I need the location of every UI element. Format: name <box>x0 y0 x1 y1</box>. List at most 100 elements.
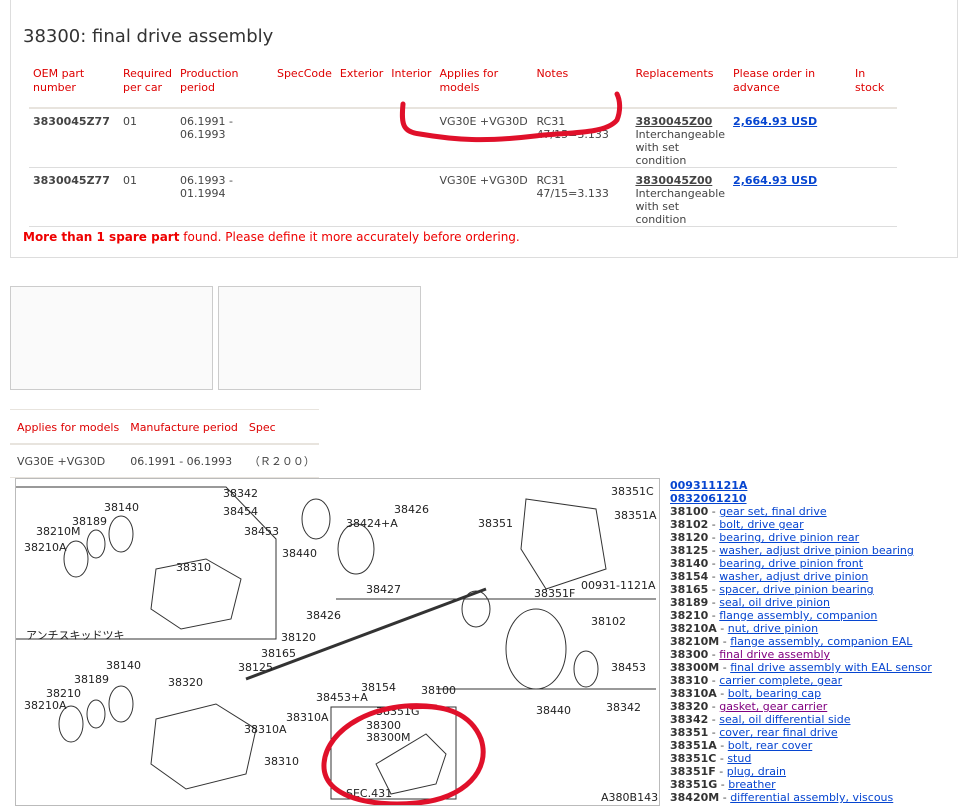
list-item: 38300M - final drive assembly with EAL s… <box>670 661 932 674</box>
part-link[interactable]: final drive assembly <box>719 648 831 661</box>
part-link[interactable]: 0832061210 <box>670 492 747 505</box>
callout-label[interactable]: 38453 <box>611 661 646 674</box>
callout-label[interactable]: 38310A <box>286 711 329 724</box>
part-link[interactable]: bolt, rear cover <box>727 739 813 752</box>
callout-label[interactable]: A380B143 <box>601 791 659 804</box>
part-link[interactable]: spacer, drive pinion bearing <box>719 583 874 596</box>
callout-label[interactable]: 38154 <box>361 681 396 694</box>
part-link[interactable]: gasket, gear carrier <box>719 700 828 713</box>
callout-label[interactable]: 38100 <box>421 684 456 697</box>
callout-label[interactable]: 38424+A <box>346 517 398 530</box>
list-item: 38189 - seal, oil drive pinion <box>670 596 830 609</box>
part-link[interactable]: final drive assembly with EAL sensor <box>730 661 932 674</box>
price-link[interactable]: 2,664.93 USD <box>733 174 818 187</box>
callout-label[interactable]: 38210A <box>24 699 67 712</box>
cell-oem: 3830045Z77 <box>29 108 119 168</box>
part-link[interactable]: plug, drain <box>726 765 787 778</box>
callout-label[interactable]: 38454 <box>223 505 258 518</box>
part-link[interactable]: breather <box>728 778 776 791</box>
callout-label[interactable]: 38453 <box>244 525 279 538</box>
part-link[interactable]: flange assembly, companion <box>719 609 878 622</box>
callout-label[interactable]: 38342 <box>223 487 258 500</box>
part-link[interactable]: washer, adjust drive pinion <box>719 570 869 583</box>
part-link[interactable]: bolt, drive gear <box>719 518 804 531</box>
callout-label[interactable]: 38351G <box>376 705 420 718</box>
parts-list: 009311121A 0832061210 38100 - gear set, fi… <box>670 479 932 804</box>
part-link[interactable]: differential assembly, viscous <box>730 791 894 804</box>
callout-label[interactable]: 38310 <box>176 561 211 574</box>
part-link[interactable]: flange assembly, companion EAL <box>730 635 913 648</box>
warning-text: found. Please define it more accurately … <box>179 230 520 244</box>
callout-label[interactable]: 38300M <box>366 731 411 744</box>
diagram-thumbnail-1[interactable] <box>10 286 213 390</box>
callout-label[interactable]: 38102 <box>591 615 626 628</box>
part-link[interactable]: seal, oil drive pinion <box>719 596 830 609</box>
cell-replacement: 3830045Z00 Interchangeable with set condi… <box>631 108 730 168</box>
cell-interior <box>387 167 436 227</box>
part-code: 38140 <box>670 557 709 570</box>
part-link[interactable]: stud <box>727 752 752 765</box>
callout-label[interactable]: 38310A <box>244 723 287 736</box>
callout-label[interactable]: 38189 <box>72 515 107 528</box>
column-header: In stock <box>851 64 898 109</box>
part-code: 38125 <box>670 544 709 557</box>
callout-label[interactable]: 38210 <box>46 687 81 700</box>
cell-period: 06.1991 - 06.1993 <box>175 108 273 168</box>
callout-label[interactable]: 38426 <box>394 503 429 516</box>
part-link[interactable]: bolt, bearing cap <box>727 687 822 700</box>
replacement-link[interactable]: 3830045Z00 <box>635 174 713 187</box>
list-item: 38210A - nut, drive pinion <box>670 622 819 635</box>
callout-label[interactable]: 38320 <box>168 676 203 689</box>
part-link[interactable]: cover, rear final drive <box>719 726 838 739</box>
list-item: 38100 - gear set, final drive <box>670 505 827 518</box>
callout-label[interactable]: 38351F <box>534 587 576 600</box>
callout-label[interactable]: 38165 <box>261 647 296 660</box>
callout-label[interactable]: 38351C <box>611 485 654 498</box>
cell-price: 2,664.93 USD <box>729 167 852 227</box>
part-link[interactable]: nut, drive pinion <box>727 622 819 635</box>
cell-oem: 3830045Z77 <box>29 167 119 227</box>
callout-label[interactable]: アンチスキッドツキ <box>26 629 125 642</box>
spec-cell: 06.1991 - 06.1993 <box>123 444 242 478</box>
callout-label[interactable]: 38351 <box>478 517 513 530</box>
replacement-link[interactable]: 3830045Z00 <box>635 115 713 128</box>
parts-diagram[interactable]: 38342 38454 38453 38440 38140 38189 38210M 3821… <box>15 478 660 806</box>
price-link[interactable]: 2,664.93 USD <box>733 115 818 128</box>
column-header: Production period <box>175 64 273 109</box>
part-link[interactable]: 009311121A <box>670 479 748 492</box>
callout-label[interactable]: SEC.431 <box>346 787 393 800</box>
part-link[interactable]: carrier complete, gear <box>719 674 843 687</box>
callout-label[interactable]: 38440 <box>536 704 571 717</box>
callout-label[interactable]: 38342 <box>606 701 641 714</box>
callout-label[interactable]: 38210A <box>24 541 67 554</box>
callout-label[interactable]: 00931-1121A <box>581 579 656 592</box>
part-code: 38210M <box>670 635 720 648</box>
part-code: 38300M <box>670 661 720 674</box>
callout-label[interactable]: 38125 <box>238 661 273 674</box>
warning-message: More than 1 spare part found. Please def… <box>23 230 520 244</box>
callout-label[interactable]: 38120 <box>281 631 316 644</box>
callout-label[interactable]: 38427 <box>366 583 401 596</box>
callout-label[interactable]: 38140 <box>104 501 139 514</box>
list-item: 38154 - washer, adjust drive pinion <box>670 570 869 583</box>
callout-label[interactable]: 38310 <box>264 755 299 768</box>
cell-models: VG30E +VG30D <box>435 167 533 227</box>
callout-label[interactable]: 38189 <box>74 673 109 686</box>
callout-label[interactable]: 38453+A <box>316 691 368 704</box>
callout-label[interactable]: 38351A <box>614 509 657 522</box>
callout-label[interactable]: 38140 <box>106 659 141 672</box>
list-item: 38210 - flange assembly, companion <box>670 609 878 622</box>
diagram-thumbnail-2[interactable] <box>218 286 421 390</box>
part-link[interactable]: seal, oil differential side <box>719 713 851 726</box>
cell-interior <box>387 108 436 168</box>
part-link[interactable]: washer, adjust drive pinion bearing <box>719 544 914 557</box>
part-link[interactable]: bearing, drive pinion rear <box>719 531 860 544</box>
part-link[interactable]: bearing, drive pinion front <box>719 557 864 570</box>
cell-spec <box>272 108 336 168</box>
callout-label[interactable]: 38426 <box>306 609 341 622</box>
list-item: 38351G - breather <box>670 778 776 791</box>
part-link[interactable]: gear set, final drive <box>719 505 827 518</box>
cell-qty: 01 <box>119 167 176 227</box>
callout-label[interactable]: 38210M <box>36 525 81 538</box>
callout-label[interactable]: 38440 <box>282 547 317 560</box>
